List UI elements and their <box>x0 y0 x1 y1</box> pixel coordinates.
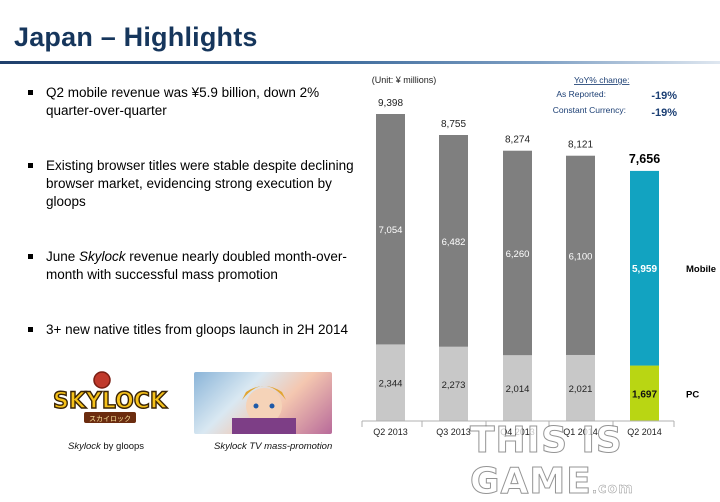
mobile-value-label: 7,054 <box>379 225 403 236</box>
x-tick-label: Q4 2013 <box>500 427 535 437</box>
revenue-chart: (Unit: ¥ millions) YoY% change: As Reporte… <box>356 66 720 463</box>
skylock-logo-graphic: SKYLOCK スカイロック <box>52 371 169 423</box>
bullet-text-pre: June <box>46 249 80 264</box>
x-tick-label: Q2 2013 <box>373 427 408 437</box>
total-value-label: 8,121 <box>568 140 593 151</box>
bullet-text: 3+ new native titles from gloops launch … <box>46 322 349 337</box>
bullet-marker <box>28 90 33 95</box>
revenue-bar-chart: (Unit: ¥ millions) YoY% change: As Reporte… <box>361 75 716 437</box>
bar-pc <box>376 344 405 421</box>
watermark-suffix: .com <box>591 481 634 498</box>
bullet-marker <box>28 163 33 168</box>
bar-pc <box>503 355 532 421</box>
yoy-constant-value: -19% <box>651 107 677 119</box>
bar-mobile <box>376 114 405 345</box>
pc-value-label: 1,697 <box>632 389 657 400</box>
bullet-marker <box>28 254 33 259</box>
mobile-value-label: 5,959 <box>632 264 657 275</box>
bar-mobile <box>503 150 532 356</box>
total-value-label: 7,656 <box>629 152 660 166</box>
bullet-item: Q2 mobile revenue was ¥5.9 billion, down… <box>26 84 356 120</box>
mobile-value-label: 6,482 <box>442 237 466 248</box>
watermark: THIS IS GAME.com <box>470 420 720 502</box>
logo-subtext: スカイロック <box>89 415 131 423</box>
bar-mobile <box>439 135 468 347</box>
bar-mobile <box>630 170 659 366</box>
mobile-value-label: 6,100 <box>569 251 593 262</box>
promo-caption: Skylock TV mass-promotion <box>214 441 332 452</box>
logo-caption: Skylock by gloops <box>68 441 144 452</box>
total-value-label: 8,755 <box>441 119 466 130</box>
bar-pc <box>566 354 595 421</box>
total-value-label: 9,398 <box>378 98 403 109</box>
bullet-text: Q2 mobile revenue was ¥5.9 billion, down… <box>46 85 320 118</box>
slide-title: Japan – Highlights <box>14 22 258 52</box>
title-divider <box>0 61 720 64</box>
logo-wordmark: SKYLOCK <box>53 389 168 414</box>
skylock-promo-image <box>194 372 332 434</box>
pc-value-label: 2,014 <box>506 384 530 395</box>
promo-image-graphic <box>232 386 296 434</box>
bullet-text: Existing browser titles were stable desp… <box>46 158 354 209</box>
skylock-logo: SKYLOCK スカイロック <box>40 370 180 430</box>
bar-pc <box>439 346 468 421</box>
bar-mobile <box>566 155 595 355</box>
logo-caption-rest: by gloops <box>100 441 145 452</box>
promo-caption-em: Skylock TV mass-promotion <box>214 441 333 452</box>
yoy-constant-label: Constant Currency: <box>553 105 626 115</box>
pc-value-label: 2,273 <box>442 380 466 391</box>
chart-unit-label: (Unit: ¥ millions) <box>372 75 437 85</box>
legend-pc: PC <box>686 389 699 400</box>
x-tick-label: Q2 2014 <box>627 427 662 437</box>
x-tick-label: Q1 2014 <box>563 427 598 437</box>
pc-value-label: 2,344 <box>379 379 403 390</box>
bullet-item: Existing browser titles were stable desp… <box>26 157 356 211</box>
yoy-heading: YoY% change: <box>574 75 629 85</box>
pc-value-label: 2,021 <box>569 384 593 395</box>
bullet-item: June Skylock revenue nearly doubled mont… <box>26 248 356 284</box>
x-tick-label: Q3 2013 <box>436 427 471 437</box>
total-value-label: 8,274 <box>505 135 530 146</box>
yoy-reported-label: As Reported: <box>556 89 606 99</box>
mobile-value-label: 6,260 <box>506 249 530 260</box>
bullet-text-post: revenue nearly doubled month-over-month … <box>46 249 347 282</box>
bar-pc <box>630 365 659 421</box>
bullet-text-em: Skylock <box>79 249 126 264</box>
legend-mobile: Mobile <box>686 264 716 275</box>
logo-caption-em: Skylock <box>68 441 101 452</box>
yoy-reported-value: -19% <box>651 90 677 102</box>
bullet-item: 3+ new native titles from gloops launch … <box>26 321 356 339</box>
bullet-marker <box>28 327 33 332</box>
